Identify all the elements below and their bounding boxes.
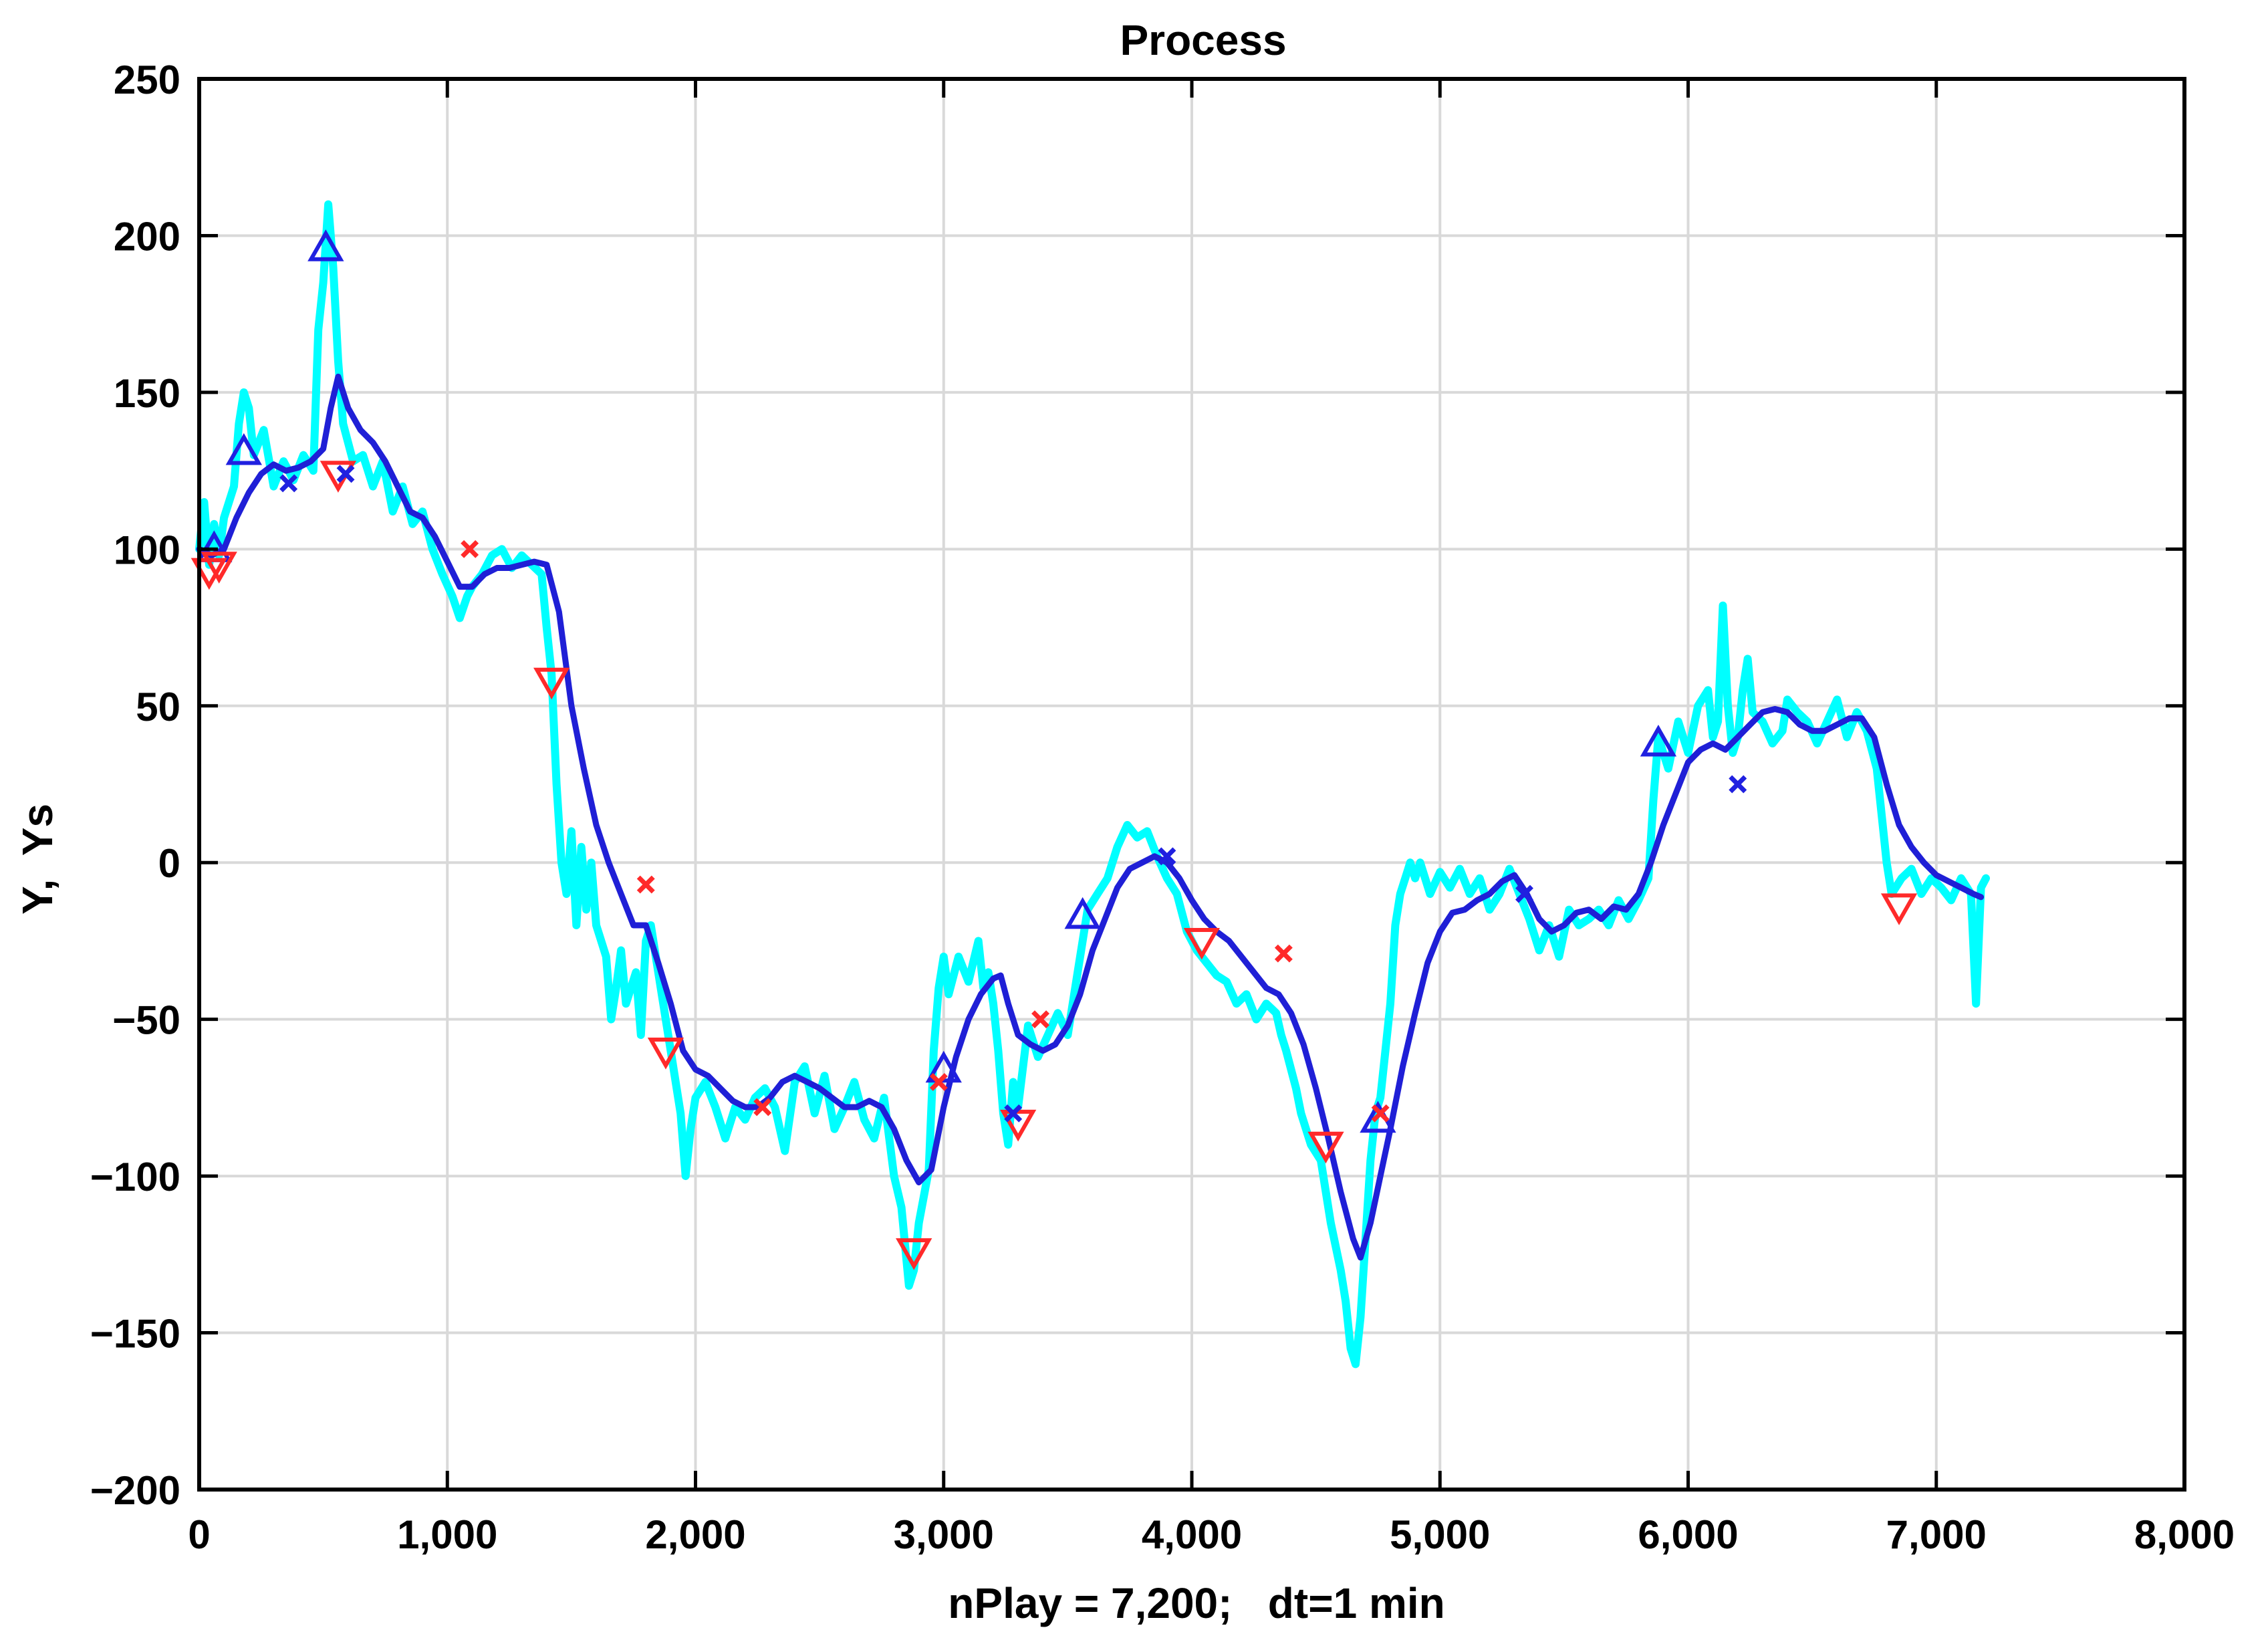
x-tick-label: 8,000 <box>2134 1512 2235 1557</box>
x-marker-blue <box>1515 884 1533 903</box>
triangle-down-marker <box>1880 893 1918 925</box>
y-tick-label: −150 <box>90 1312 180 1356</box>
x-tick-labels: 0 1,000 2,000 3,000 4,000 5,000 6,000 7,000 8,00… <box>188 1512 2235 1557</box>
y-tick-labels: −200 −150 −100 −50 0 50 100 150 200 250 <box>90 57 180 1513</box>
y-tick-label: 100 <box>114 527 180 572</box>
x-marker-red <box>753 1098 772 1116</box>
x-marker-red <box>461 540 479 558</box>
x-tick-label: 3,000 <box>894 1512 994 1557</box>
triangle-up-marker <box>225 433 262 465</box>
triangle-down-marker <box>896 1238 932 1270</box>
triangle-down-marker <box>1307 1131 1344 1164</box>
y-tick-label: 50 <box>136 685 180 729</box>
triangle-up-marker <box>925 1050 962 1083</box>
smoothed-series-layer <box>196 373 1985 1261</box>
x-marker-red <box>1371 1104 1390 1123</box>
grid-lines <box>198 78 2186 1491</box>
x-tick-label: 6,000 <box>1638 1512 1738 1557</box>
x-marker-blue <box>279 474 298 493</box>
y-axis-label: Y, Ys <box>13 804 61 915</box>
x-marker-red <box>929 1072 948 1091</box>
chart-title: Process <box>1120 16 1286 64</box>
y-tick-label: −50 <box>112 998 180 1043</box>
triangle-down-marker <box>647 1038 684 1070</box>
x-tick-label: 0 <box>188 1512 210 1557</box>
x-tick-label: 4,000 <box>1142 1512 1242 1557</box>
marker-layer <box>191 229 1918 1270</box>
triangle-up-marker <box>1064 897 1101 929</box>
x-tick-label: 2,000 <box>645 1512 745 1557</box>
x-marker-red <box>636 875 655 894</box>
triangle-down-marker <box>1183 927 1221 960</box>
smoothed-series-line <box>196 373 1985 1261</box>
y-tick-label: −100 <box>90 1155 180 1199</box>
y-tick-label: −200 <box>90 1468 180 1513</box>
y-tick-label: 200 <box>114 214 180 259</box>
x-marker-blue <box>336 465 355 483</box>
x-marker-blue <box>1158 847 1176 866</box>
x-marker-blue <box>1729 775 1747 794</box>
triangle-up-marker <box>1640 724 1677 757</box>
y-tick-label: 0 <box>158 841 180 886</box>
triangle-down-marker <box>201 552 237 584</box>
tick-marks <box>197 77 2186 1492</box>
x-marker-red <box>1274 944 1293 963</box>
triangle-up-marker <box>307 229 344 261</box>
triangle-down-marker <box>999 1109 1037 1142</box>
x-tick-label: 7,000 <box>1886 1512 1987 1557</box>
y-tick-label: 150 <box>114 371 180 416</box>
raw-series-layer <box>195 200 1990 1369</box>
raw-series-line <box>195 200 1990 1369</box>
x-marker-red <box>1031 1010 1050 1029</box>
triangle-down-marker <box>533 667 570 700</box>
x-axis-label: nPlay = 7,200; dt=1 min <box>948 1579 1444 1627</box>
x-marker-blue <box>1004 1104 1023 1123</box>
y-tick-label: 250 <box>114 57 180 102</box>
x-tick-label: 5,000 <box>1390 1512 1490 1557</box>
x-tick-label: 1,000 <box>397 1512 497 1557</box>
